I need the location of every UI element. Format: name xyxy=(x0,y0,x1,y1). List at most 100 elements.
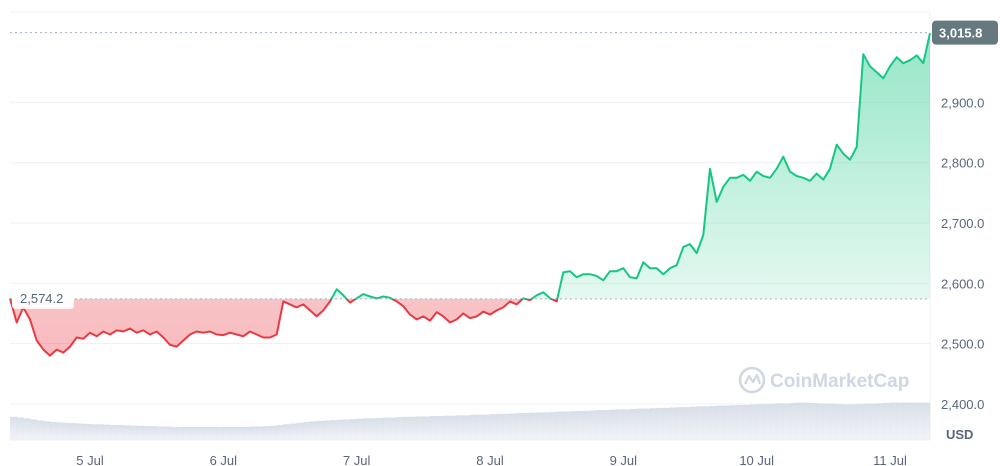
volume-bar xyxy=(203,426,211,440)
volume-bar xyxy=(383,417,391,440)
volume-bar xyxy=(703,406,711,440)
volume-bar xyxy=(196,426,204,440)
price-area-up xyxy=(10,33,930,299)
volume-bar xyxy=(816,403,824,440)
volume-bar xyxy=(796,402,804,440)
current-price-label: 3,015.8 xyxy=(939,26,982,41)
volume-bar xyxy=(563,411,571,440)
volume-bar xyxy=(376,417,384,440)
volume-bar xyxy=(416,416,424,440)
volume-bar xyxy=(36,420,44,440)
volume-bar xyxy=(470,414,478,440)
volume-bar xyxy=(743,404,751,440)
volume-bar xyxy=(790,402,798,440)
volume-bar xyxy=(96,424,104,440)
volume-bar xyxy=(843,404,851,440)
volume-bar xyxy=(430,416,438,440)
volume-bar xyxy=(183,426,191,440)
price-area-down xyxy=(10,298,558,356)
volume-bar xyxy=(50,422,58,440)
volume-bar xyxy=(630,408,638,440)
series-line-up xyxy=(9,32,931,299)
volume-bar xyxy=(543,412,551,440)
volume-bar xyxy=(770,403,778,440)
volume-bar xyxy=(836,404,844,440)
volume-bar xyxy=(336,419,344,440)
volume-bar xyxy=(76,423,84,440)
volume-bar xyxy=(43,421,51,440)
volume-bar xyxy=(90,424,98,440)
volume-bar xyxy=(210,426,218,440)
volume-bar xyxy=(270,425,278,440)
volume-bar xyxy=(110,425,118,440)
volume-bar xyxy=(863,403,871,440)
volume-bar xyxy=(330,420,338,440)
x-tick-label: 8 Jul xyxy=(476,453,504,466)
volume-bar xyxy=(236,426,244,440)
volume-bar xyxy=(636,408,644,440)
volume-bar xyxy=(530,412,538,440)
volume-bar xyxy=(676,407,684,440)
volume-bar xyxy=(23,418,31,440)
price-line-down xyxy=(9,298,559,357)
volume-bar xyxy=(490,414,498,440)
y-tick-label: 2,700.0 xyxy=(941,216,984,231)
y-tick-label: 2,600.0 xyxy=(941,276,984,291)
volume-bar xyxy=(296,422,304,440)
volume-bar xyxy=(810,402,818,440)
volume-bar xyxy=(436,416,444,440)
volume-bar xyxy=(603,410,611,440)
volume-bar xyxy=(496,413,504,440)
volume-bar xyxy=(476,414,484,440)
volume-bar xyxy=(443,415,451,440)
x-tick-label: 9 Jul xyxy=(610,453,638,466)
volume-bar xyxy=(523,413,531,440)
volume-bar xyxy=(250,426,258,440)
volume-bar xyxy=(356,418,364,440)
volume-bar xyxy=(16,417,24,440)
x-tick-label: 6 Jul xyxy=(210,453,238,466)
volume-bar xyxy=(150,426,158,440)
x-axis: 5 Jul 6 Jul 7 Jul 8 Jul 9 Jul 10 Jul 11 Jul xyxy=(76,453,907,466)
volume-bar xyxy=(670,407,678,440)
volume-bar xyxy=(323,420,331,440)
volume-bar xyxy=(550,411,558,440)
volume-bar xyxy=(910,402,918,440)
volume-bar xyxy=(870,403,878,440)
volume-bar xyxy=(316,420,324,440)
volume-bar xyxy=(456,415,464,440)
volume-bar xyxy=(130,425,138,440)
volume-bar xyxy=(163,426,171,440)
volume-bar xyxy=(170,426,178,440)
volume-bar xyxy=(423,416,431,440)
volume-bar xyxy=(10,416,18,440)
volume-bar xyxy=(290,423,298,440)
y-tick-label: 2,400.0 xyxy=(941,397,984,412)
volume-bar xyxy=(616,409,624,440)
volume-bar xyxy=(396,417,404,440)
volume-bar xyxy=(276,425,284,440)
volume-bar xyxy=(230,426,238,440)
volume-bar xyxy=(903,402,911,440)
volume-bar xyxy=(830,403,838,440)
reference-price-tag: 2,574.2 xyxy=(12,288,74,309)
volume-bar xyxy=(83,423,91,440)
volume-bar xyxy=(890,402,898,440)
volume-bar xyxy=(403,416,411,440)
volume-bar xyxy=(610,409,618,440)
volume-bar xyxy=(583,410,591,440)
y-tick-label: 2,800.0 xyxy=(941,156,984,171)
volume-bar xyxy=(783,403,791,440)
y-tick-label: 2,500.0 xyxy=(941,337,984,352)
volume-bar xyxy=(256,426,264,440)
volume-bar xyxy=(410,416,418,440)
volume-bar xyxy=(716,405,724,440)
volume-bar xyxy=(390,417,398,440)
volume-bar xyxy=(510,413,518,440)
volume-bar xyxy=(56,422,64,440)
volume-bar xyxy=(363,418,371,440)
current-price-tag: 3,015.8 xyxy=(932,20,998,45)
price-line-up xyxy=(9,32,931,299)
volume-bar xyxy=(243,426,251,440)
